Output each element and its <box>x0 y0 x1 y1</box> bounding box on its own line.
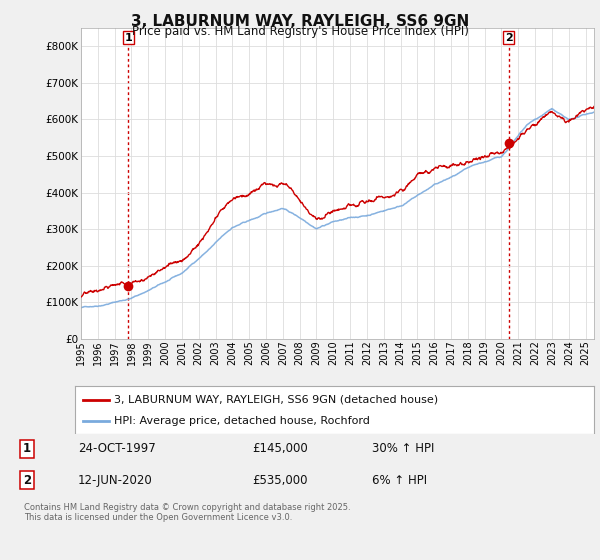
Text: 12-JUN-2020: 12-JUN-2020 <box>78 474 153 487</box>
Text: Price paid vs. HM Land Registry's House Price Index (HPI): Price paid vs. HM Land Registry's House … <box>131 25 469 38</box>
Text: HPI: Average price, detached house, Rochford: HPI: Average price, detached house, Roch… <box>114 416 370 426</box>
Text: 3, LABURNUM WAY, RAYLEIGH, SS6 9GN (detached house): 3, LABURNUM WAY, RAYLEIGH, SS6 9GN (deta… <box>114 395 438 405</box>
Text: Contains HM Land Registry data © Crown copyright and database right 2025.
This d: Contains HM Land Registry data © Crown c… <box>24 503 350 522</box>
Text: 3, LABURNUM WAY, RAYLEIGH, SS6 9GN: 3, LABURNUM WAY, RAYLEIGH, SS6 9GN <box>131 14 469 29</box>
Text: £145,000: £145,000 <box>252 442 308 455</box>
Text: £535,000: £535,000 <box>252 474 308 487</box>
Text: 24-OCT-1997: 24-OCT-1997 <box>78 442 156 455</box>
Text: 6% ↑ HPI: 6% ↑ HPI <box>372 474 427 487</box>
Text: 30% ↑ HPI: 30% ↑ HPI <box>372 442 434 455</box>
Text: 2: 2 <box>23 474 31 487</box>
Text: 1: 1 <box>125 32 133 43</box>
Text: 1: 1 <box>23 442 31 455</box>
Text: 2: 2 <box>505 32 513 43</box>
